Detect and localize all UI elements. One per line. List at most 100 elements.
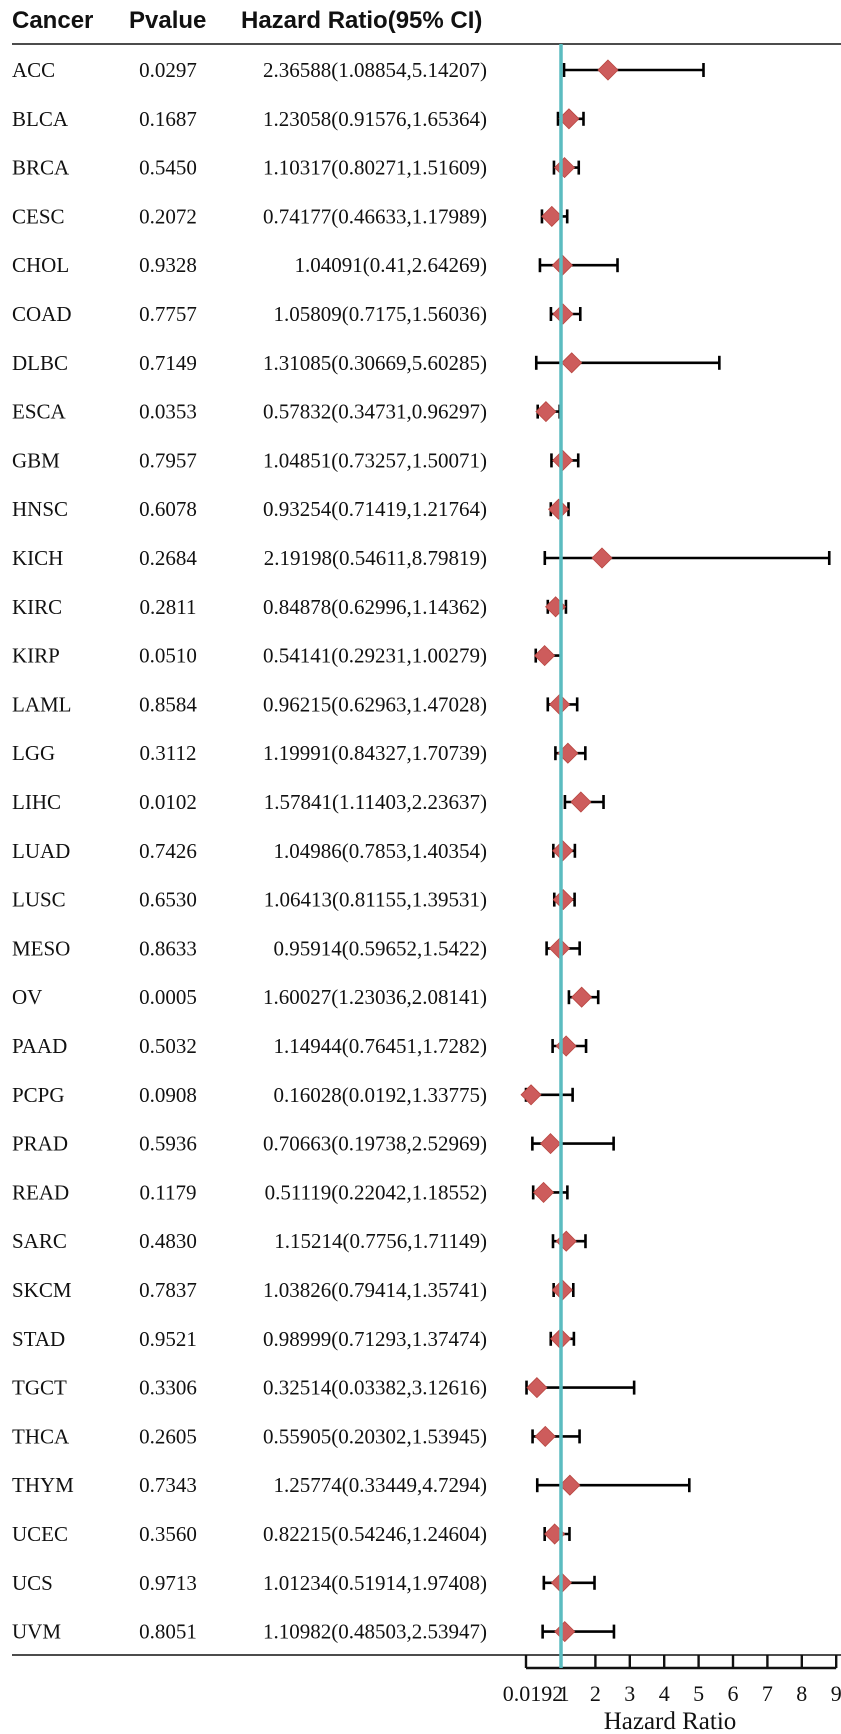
hr-marker [555, 1230, 577, 1252]
hazard-ratio-label: 2.36588(1.08854,5.14207) [263, 58, 487, 82]
cancer-label: THYM [12, 1473, 74, 1497]
ci-row [542, 1572, 596, 1594]
hazard-ratio-label: 1.57841(1.11403,2.23637) [264, 790, 487, 814]
cancer-label: LAML [12, 692, 72, 716]
hazard-ratio-label: 1.04851(0.73257,1.50071) [263, 448, 487, 472]
ci-row [551, 1230, 587, 1252]
pvalue-label: 0.2811 [140, 595, 197, 619]
cancer-label: BLCA [12, 107, 69, 131]
x-tick-label: 6 [728, 1681, 739, 1706]
cancer-label: THCA [12, 1424, 70, 1448]
cancer-label: KIRP [12, 644, 60, 668]
pvalue-label: 0.0102 [139, 790, 197, 814]
pvalue-label: 0.9713 [139, 1571, 197, 1595]
hazard-ratio-label: 1.10982(0.48503,2.53947) [263, 1620, 487, 1644]
cancer-label: READ [12, 1180, 69, 1204]
ci-row [535, 401, 561, 423]
hr-marker [520, 1084, 542, 1106]
ci-row [563, 791, 605, 813]
cancer-label: TGCT [12, 1376, 67, 1400]
hazard-ratio-label: 0.93254(0.71419,1.21764) [263, 497, 487, 521]
ci-row [540, 205, 569, 227]
hazard-ratio-label: 1.23058(0.91576,1.65364) [263, 107, 487, 131]
x-tick-label: 0.0192 [503, 1681, 564, 1706]
pvalue-label: 0.3306 [139, 1376, 197, 1400]
hazard-ratio-label: 1.14944(0.76451,1.7282) [274, 1034, 488, 1058]
cancer-label: SARC [12, 1229, 67, 1253]
hazard-ratio-label: 1.10317(0.80271,1.51609) [263, 156, 487, 180]
pvalue-label: 0.2605 [139, 1424, 197, 1448]
cancer-label: SKCM [12, 1278, 72, 1302]
hazard-ratio-label: 1.15214(0.7756,1.71149) [274, 1229, 487, 1253]
cancer-label: ESCA [12, 400, 67, 424]
hazard-ratio-label: 1.19991(0.84327,1.70739) [263, 741, 487, 765]
pvalue-label: 0.8584 [139, 692, 197, 716]
pvalue-label: 0.0297 [139, 58, 197, 82]
cancer-label: LGG [12, 741, 55, 765]
pvalue-label: 0.9328 [139, 253, 197, 277]
cancer-label: UCS [12, 1571, 53, 1595]
cancer-label: UCEC [12, 1522, 68, 1546]
hr-marker [554, 1621, 576, 1643]
hazard-ratio-label: 0.95914(0.59652,1.5422) [274, 936, 488, 960]
hazard-ratio-label: 1.60027(1.23036,2.08141) [263, 985, 487, 1009]
ci-row [543, 1523, 571, 1545]
pvalue-label: 0.2072 [139, 204, 197, 228]
pvalue-label: 0.7757 [139, 302, 197, 326]
x-tick-label: 1 [559, 1681, 570, 1706]
ci-row [552, 889, 576, 911]
ci-row [548, 498, 570, 520]
pvalue-label: 0.1179 [140, 1180, 197, 1204]
x-tick-label: 9 [831, 1681, 841, 1706]
hr-marker [559, 1474, 581, 1496]
ci-row [550, 449, 580, 471]
hazard-ratio-label: 1.31085(0.30669,5.60285) [263, 351, 487, 375]
ci-row [543, 547, 831, 569]
hazard-ratio-label: 0.82215(0.54246,1.24604) [263, 1522, 487, 1546]
hr-marker [532, 1181, 555, 1203]
cancer-label: MESO [12, 936, 70, 960]
pvalue-label: 0.0510 [139, 644, 197, 668]
ci-row [531, 1425, 581, 1447]
pvalue-label: 0.7957 [139, 448, 197, 472]
cancer-label: LIHC [12, 790, 61, 814]
ci-row [551, 1035, 588, 1057]
hr-marker [534, 645, 556, 667]
x-tick-label: 7 [762, 1681, 773, 1706]
cancer-label: KICH [12, 546, 63, 570]
cancer-label: DLBC [12, 351, 68, 375]
hazard-ratio-label: 2.19198(0.54611,8.79819) [264, 546, 487, 570]
ci-row [525, 1377, 636, 1399]
ci-row [567, 986, 600, 1008]
plot-area [520, 59, 831, 1643]
header-cancer: Cancer [12, 7, 93, 34]
pvalue-label: 0.9521 [139, 1327, 197, 1351]
hazard-ratio-label: 0.84878(0.62996,1.14362) [263, 595, 487, 619]
hr-marker [548, 498, 570, 520]
cancer-label: COAD [12, 302, 72, 326]
pvalue-label: 0.7837 [139, 1278, 197, 1302]
cancer-label: UVM [12, 1620, 61, 1644]
hazard-ratio-label: 0.70663(0.19738,2.52969) [263, 1132, 487, 1156]
hr-marker [541, 205, 563, 227]
pvalue-label: 0.5450 [139, 156, 197, 180]
pvalue-label: 0.5032 [139, 1034, 197, 1058]
hr-marker [553, 157, 576, 179]
hazard-ratio-label: 1.03826(0.79414,1.35741) [263, 1278, 487, 1302]
cancer-label: PCPG [12, 1083, 65, 1107]
hazard-ratio-label: 0.54141(0.29231,1.00279) [263, 644, 487, 668]
x-tick-label: 8 [796, 1681, 807, 1706]
pvalue-label: 0.2684 [139, 546, 197, 570]
hr-marker [552, 303, 574, 325]
pvalue-label: 0.0353 [139, 400, 197, 424]
ci-row [534, 352, 721, 374]
hazard-ratio-label: 0.51119(0.22042,1.18552) [265, 1180, 487, 1204]
header-hazard-ratio: Hazard Ratio(95% CI) [241, 7, 482, 34]
pvalue-label: 0.6078 [139, 497, 197, 521]
cancer-label: CHOL [12, 253, 69, 277]
cancer-label: BRCA [12, 156, 70, 180]
hazard-ratio-label: 0.55905(0.20302,1.53945) [263, 1424, 487, 1448]
pvalue-label: 0.7149 [139, 351, 197, 375]
cancer-label: PAAD [12, 1034, 67, 1058]
